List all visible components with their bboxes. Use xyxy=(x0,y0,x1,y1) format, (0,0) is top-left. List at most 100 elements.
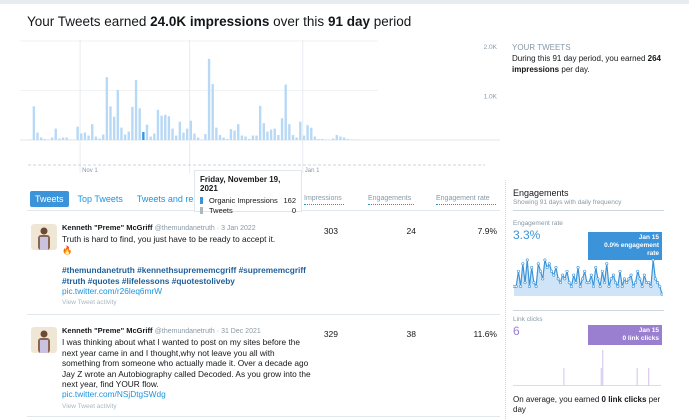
sparkline-point xyxy=(567,281,571,285)
bar xyxy=(331,138,335,140)
bar xyxy=(248,139,251,140)
page-title: Your Tweets earned 24.0K impressions ove… xyxy=(27,14,412,29)
link-clicks-flag: Jan 15 0 link clicks xyxy=(588,325,662,345)
impressions-bar-chart: 2.0K 1.0K Nov 1 Jan 1 xyxy=(20,40,500,173)
sparkline-point xyxy=(605,262,609,266)
tweet-link[interactable]: pic.twitter.com/NSjDtgSWdg xyxy=(62,389,166,400)
bar xyxy=(196,137,200,140)
bar xyxy=(313,136,317,140)
bar xyxy=(123,134,127,140)
y-tick-label: 1.0K xyxy=(484,94,498,101)
sparkline-point xyxy=(614,281,618,285)
bar xyxy=(116,90,119,140)
hashtags[interactable]: #themundanetruth #kennethsuprememcgriff … xyxy=(62,265,306,286)
bar xyxy=(317,139,320,140)
engagements-value: 38 xyxy=(406,329,416,339)
link-clicks-chart[interactable] xyxy=(513,346,663,388)
sparkline-point xyxy=(578,284,582,288)
bar xyxy=(112,116,116,140)
bar xyxy=(58,138,61,140)
link-click-bar xyxy=(648,368,650,386)
sparkline-point xyxy=(539,269,543,273)
avatar xyxy=(31,224,57,250)
bar xyxy=(335,135,338,140)
engagement-rate-value: 3.3% xyxy=(513,228,541,242)
engagement-rate-sparkline[interactable] xyxy=(513,256,663,298)
sparkline-point xyxy=(633,281,637,285)
sparkline-point xyxy=(541,277,545,281)
sparkline-point xyxy=(536,262,540,266)
sparkline-point xyxy=(521,262,525,266)
bar xyxy=(266,131,269,140)
bar xyxy=(284,84,287,140)
tweet-text: Truth is hard to find, you just have to … xyxy=(62,234,276,245)
link-click-bar xyxy=(563,368,565,386)
sparkline-point xyxy=(514,284,518,288)
sparkline-point xyxy=(642,273,646,277)
bar xyxy=(200,139,203,140)
sparkline-point xyxy=(550,269,554,273)
sparkline-point xyxy=(611,273,615,277)
sparkline-point xyxy=(629,273,633,277)
impressions-value: 303 xyxy=(323,226,338,236)
engagements-value: 24 xyxy=(406,226,416,236)
bar xyxy=(310,127,313,140)
tab-tweets[interactable]: Tweets xyxy=(30,191,69,207)
bar xyxy=(258,105,262,140)
sparkline-point xyxy=(523,281,527,285)
tweet-link[interactable]: pic.twitter.com/r26leq6mrW xyxy=(62,286,163,297)
view-tweet-activity[interactable]: View Tweet activity xyxy=(62,402,117,410)
bar xyxy=(94,136,98,140)
bar xyxy=(164,114,167,140)
bar xyxy=(189,120,192,140)
bar xyxy=(65,137,68,140)
sparkline-point xyxy=(576,266,580,270)
column-impressions[interactable]: Impressions xyxy=(304,195,344,205)
link-clicks-average: On average, you earned 0 link clicks per… xyxy=(513,395,661,414)
bar xyxy=(233,130,236,140)
sparkline-point xyxy=(594,266,598,270)
bar xyxy=(350,139,353,140)
bar xyxy=(288,124,291,140)
bar xyxy=(193,133,196,140)
sparkline-point xyxy=(543,258,547,262)
bar xyxy=(47,139,50,140)
sparkline-point xyxy=(525,258,529,262)
sparkline-point xyxy=(592,284,596,288)
sparkline-point xyxy=(580,277,584,281)
bar xyxy=(321,139,324,140)
sparkline-point xyxy=(651,258,655,262)
bar xyxy=(91,124,94,140)
sparkline-point xyxy=(574,281,578,285)
bar xyxy=(54,128,57,140)
sparkline-point xyxy=(609,277,613,281)
bar xyxy=(160,115,163,140)
view-tweet-activity[interactable]: View Tweet activity xyxy=(62,299,117,307)
tab-tweets-and-replies[interactable]: Tweets and replies xyxy=(136,194,212,204)
bar xyxy=(244,136,247,140)
link-clicks-value: 6 xyxy=(513,324,520,338)
sparkline-point xyxy=(600,269,604,273)
link-click-bar xyxy=(600,368,602,386)
bar xyxy=(156,109,160,140)
column-engagement-rate[interactable]: Engagement rate xyxy=(436,195,496,205)
bar xyxy=(342,137,346,140)
sparkline-point xyxy=(640,284,644,288)
sparkline-point xyxy=(647,281,651,285)
sparkline-point xyxy=(545,266,549,270)
bar xyxy=(255,135,258,140)
y-tick-label: 2.0K xyxy=(484,44,498,51)
tab-top-tweets[interactable]: Top Tweets xyxy=(77,194,123,204)
bar xyxy=(339,136,342,140)
sparkline-point xyxy=(649,284,653,288)
sparkline-point xyxy=(627,277,631,281)
bar xyxy=(87,135,90,140)
column-engagements[interactable]: Engagements xyxy=(368,195,414,205)
bar xyxy=(69,139,72,140)
bar xyxy=(237,124,240,140)
bar xyxy=(36,132,39,140)
link-click-bar xyxy=(636,368,638,386)
tweet-tabs: Tweets Top Tweets Tweets and replies xyxy=(30,191,221,207)
sparkline-point xyxy=(583,269,587,273)
sparkline-point xyxy=(598,284,602,288)
